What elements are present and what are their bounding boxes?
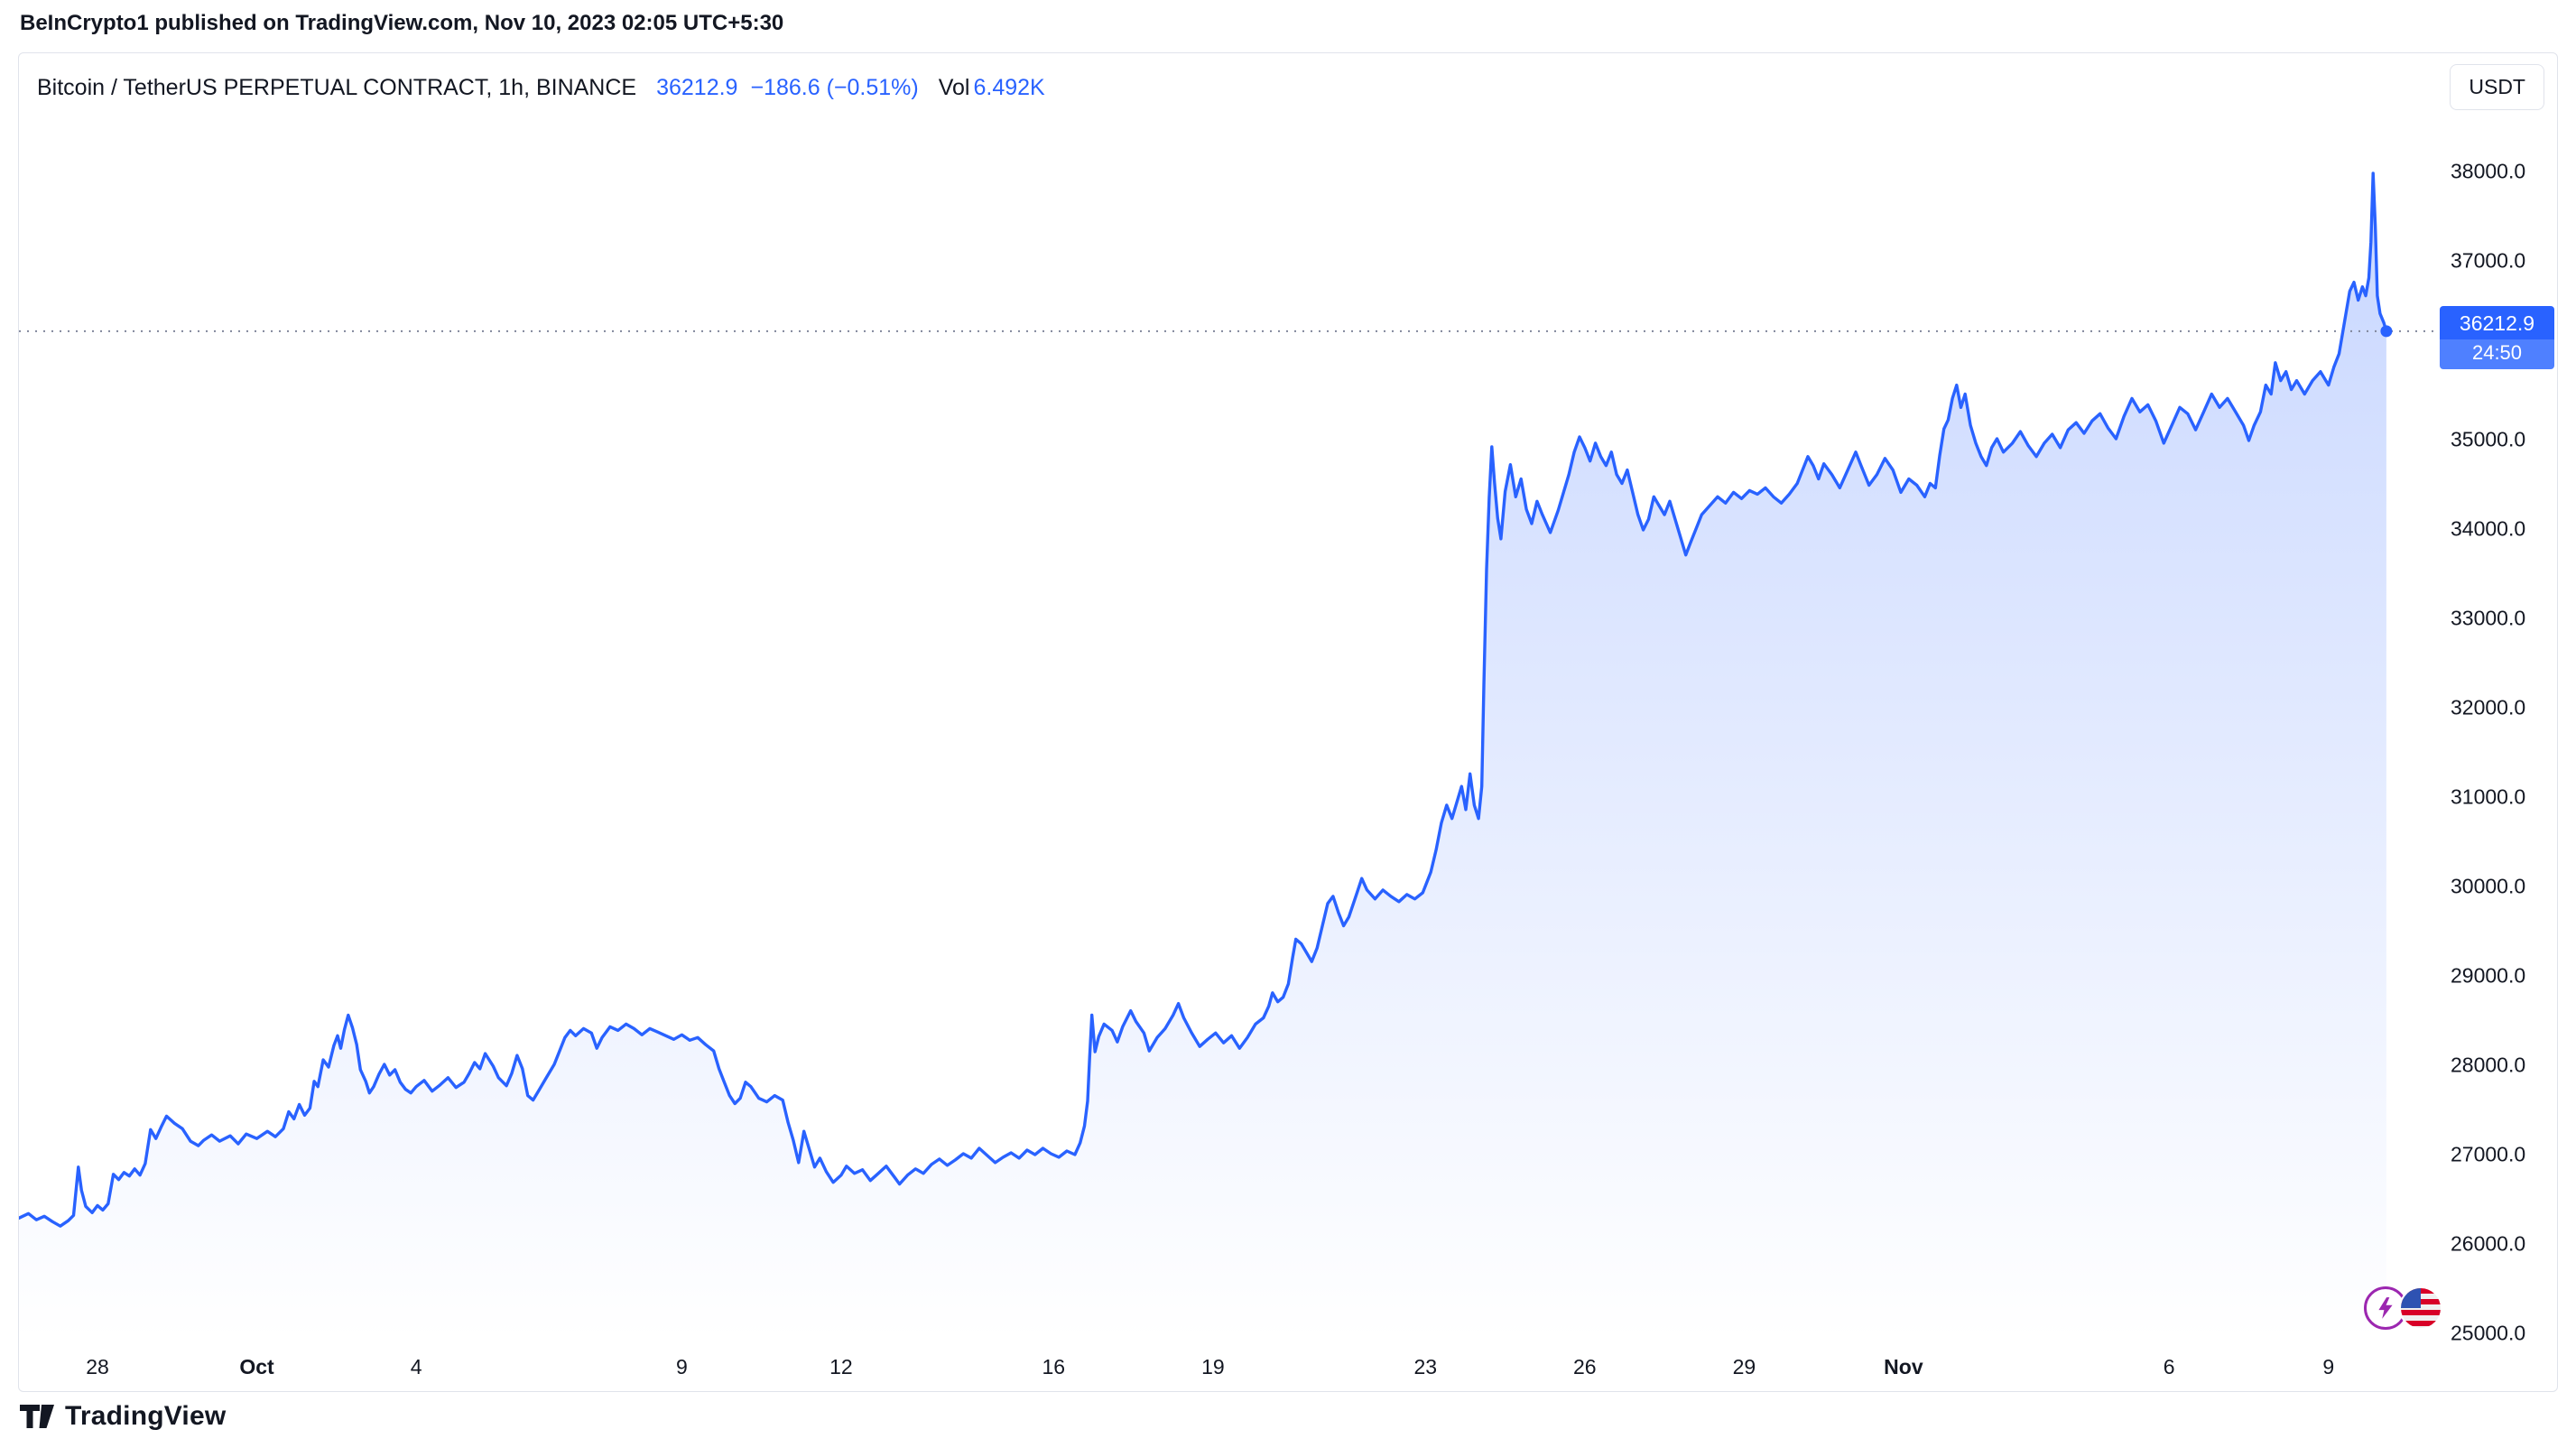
lightning-bolt-icon [2378,1297,2393,1319]
price-tick-label: 28000.0 [2451,1053,2526,1077]
price-tick-label: 27000.0 [2451,1142,2526,1166]
time-tick-label: 12 [829,1355,853,1378]
tradingview-attribution[interactable]: TradingView [20,1401,226,1432]
attribution: BeInCrypto1 published on TradingView.com… [20,11,783,36]
price-tick-label: 32000.0 [2451,695,2526,719]
volume-label: Vol [938,75,970,100]
time-tick-label: 29 [1732,1355,1756,1378]
price-tick-label: 30000.0 [2451,874,2526,898]
time-tick-label: 16 [1042,1355,1066,1378]
price-plot-svg[interactable] [19,53,2438,1340]
time-tick-label: Oct [239,1355,274,1378]
time-tick-label: 23 [1413,1355,1438,1378]
last-price-label: 36212.9 24:50 [2440,305,2554,369]
price-tick-label: 35000.0 [2451,427,2526,451]
time-tick-label: 6 [2163,1355,2175,1378]
last-price-label-value: 36212.9 [2440,305,2554,339]
price-tick-label: 33000.0 [2451,606,2526,630]
flag-canton [2401,1288,2421,1308]
last-price-dot [2380,325,2393,338]
time-tick-label: Nov [1884,1355,1923,1378]
time-tick-label: 28 [86,1355,109,1378]
bar-countdown: 24:50 [2440,339,2554,369]
symbol-bar: Bitcoin / TetherUS PERPETUAL CONTRACT, 1… [37,75,1045,101]
price-tick-label: 29000.0 [2451,963,2526,988]
price-tick-label: 25000.0 [2451,1321,2526,1345]
price-tick-label: 38000.0 [2451,159,2526,183]
area-fill [19,173,2386,1340]
time-tick-label: 9 [675,1355,688,1378]
publisher-badges[interactable] [2364,1286,2442,1330]
symbol-title: Bitcoin / TetherUS PERPETUAL CONTRACT, 1… [37,75,637,100]
time-tick-label: 26 [1573,1355,1597,1378]
volume-value: 6.492K [973,75,1045,100]
price-tick-label: 34000.0 [2451,516,2526,541]
time-tick-label: 9 [2322,1355,2335,1378]
price-tick-label: 37000.0 [2451,248,2526,273]
time-tick-label: 4 [410,1355,422,1378]
time-scale[interactable]: 28 Oct 4 9 12 16 19 23 26 29 Nov 6 9 [19,1344,2438,1391]
tradingview-logo-text: TradingView [65,1401,227,1431]
price-tick-label: 26000.0 [2451,1231,2526,1256]
chart-card: Bitcoin / TetherUS PERPETUAL CONTRACT, 1… [18,52,2558,1392]
currency-toggle-button[interactable]: USDT [2450,64,2544,110]
tradingview-logo-icon [20,1405,54,1428]
price-change: −186.6 (−0.51%) [750,75,919,100]
price-line [19,172,2388,1228]
attribution-text: BeInCrypto1 published on TradingView.com… [20,11,784,35]
time-tick-label: 19 [1201,1355,1225,1378]
last-price-value: 36212.9 [656,75,738,100]
price-tick-label: 31000.0 [2451,784,2526,809]
price-scale[interactable]: 38000.0 37000.0 35000.0 34000.0 33000.0 32000… [2438,53,2557,1345]
us-flag-badge-icon[interactable] [2399,1286,2442,1330]
